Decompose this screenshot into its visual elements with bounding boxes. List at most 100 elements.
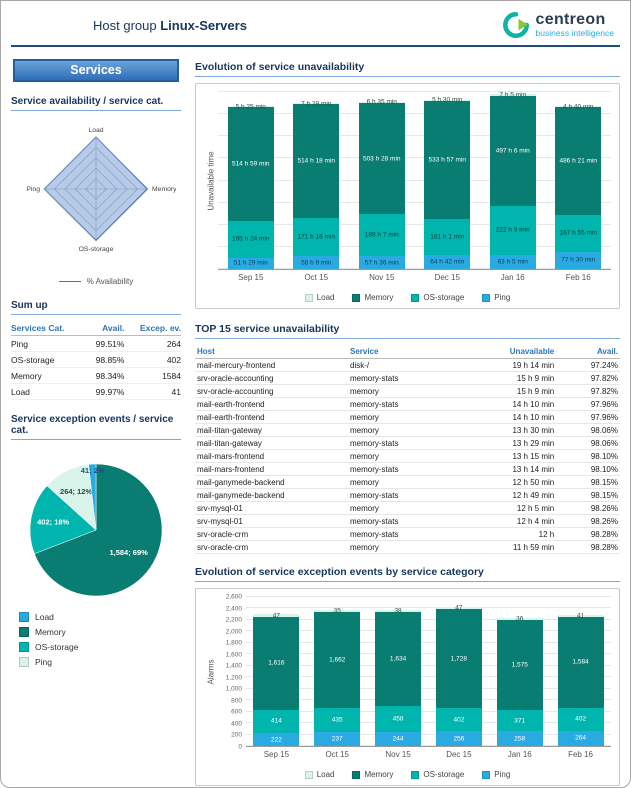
segment-value-label: 371 (514, 717, 526, 725)
unavailable-cell: 15 h 9 min (471, 384, 557, 398)
service-cell: memory-stats (348, 436, 472, 450)
y-tick: 2,600 (225, 593, 242, 601)
gridline (218, 201, 611, 203)
top15-section-title: TOP 15 service unavailability (195, 323, 620, 339)
host-cell: srv-oracle-accounting (195, 371, 348, 385)
table-row: mail-ganymede-backend memory 12 h 50 min 98… (195, 475, 620, 489)
exceptions-section-title: Service exception events / service cat. (11, 414, 181, 440)
gridline (246, 630, 611, 632)
avail-cell: 98.10% (556, 449, 620, 463)
top15-col-service: Service (348, 345, 472, 359)
stacked-bar-nov-15: 244 458 1,634 38 (375, 597, 422, 746)
pie-legend-label: Ping (35, 657, 53, 667)
gridline (246, 641, 611, 643)
segment-value-label: 5 h 25 min (235, 103, 266, 110)
unavailable-cell: 13 h 30 min (471, 423, 557, 437)
svg-text:OS-storage: OS-storage (79, 246, 114, 253)
stacked-bar-oct-15: 58 h 9 min 171 h 16 min 514 h 18 min 7 h 29… (293, 92, 340, 269)
top15-col-unavailable: Unavailable (471, 345, 557, 359)
service-cell: memory (348, 384, 472, 398)
table-row: srv-oracle-accounting memory-stats 15 h 9 … (195, 371, 620, 385)
segment-value-label: 414 (270, 717, 282, 725)
unavailability-y-axis-label: Unavailable time (206, 151, 216, 211)
stacked-bar-sep-15: 222 414 1,616 47 (253, 597, 300, 746)
legend-label: Ping (494, 770, 511, 779)
sumup-col-events: Excep. ev. (124, 321, 181, 336)
svg-text:41; 2%: 41; 2% (81, 466, 105, 475)
gridlines (218, 91, 611, 269)
os-storage-swatch (19, 642, 29, 652)
segment-value-label: 189 h 7 min (364, 231, 399, 239)
legend-item-os-storage: OS-storage (411, 770, 464, 779)
segment-ping: 77 h 30 min (555, 251, 602, 269)
legend-item-load: Load (304, 770, 335, 779)
centreon-logo-icon (502, 12, 529, 38)
segment-load: 5 h 25 min (227, 103, 274, 110)
gridline (246, 745, 611, 746)
segment-memory: 497 h 6 min (489, 95, 536, 206)
gridline (218, 113, 611, 115)
sumup-category: Ping (11, 335, 85, 352)
service-cell: memory-stats (348, 371, 472, 385)
gridline (246, 676, 611, 678)
radar-legend: % Availability (11, 277, 181, 286)
pie-legend-label: Load (35, 612, 54, 622)
segment-memory: 1,634 (375, 612, 422, 706)
segment-os-storage: 161 h 1 min (424, 219, 471, 255)
gridlines (246, 596, 611, 746)
segment-value-label: 6 h 35 min (366, 98, 397, 106)
legend-label: OS-storage (423, 770, 465, 779)
sumup-section-title: Sum up (11, 300, 181, 315)
segment-memory: 514 h 59 min (227, 107, 274, 222)
segment-value-label: 63 h 5 min (497, 258, 528, 266)
segment-value-label: 36 (516, 615, 524, 623)
segment-value-label: 1,662 (329, 656, 346, 664)
table-row: mail-mars-frontend memory-stats 13 h 14 mi… (195, 462, 620, 476)
segment-os-storage: 458 (375, 705, 422, 733)
legend-label: Load (316, 770, 335, 779)
table-row: srv-oracle-crm memory 11 h 59 min 98.28% (195, 540, 620, 554)
avail-cell: 97.24% (556, 358, 620, 372)
stacked-bar-dec-15: 64 h 42 min 161 h 1 min 533 h 57 min 5 h 30… (424, 92, 471, 269)
x-axis-label: Oct 15 (304, 273, 329, 282)
segment-value-label: 244 (392, 735, 404, 743)
segment-ping: 57 h 36 min (358, 256, 405, 269)
exception-chart-title: Evolution of service exception events by… (195, 566, 620, 582)
host-cell: srv-mysql-01 (195, 501, 348, 515)
segment-value-label: 64 h 42 min (430, 258, 465, 266)
x-axis-label: Nov 15 (369, 273, 395, 282)
x-axis-label: Dec 15 (446, 750, 472, 759)
segment-ping: 63 h 5 min (489, 255, 536, 269)
x-axis-label: Dec 15 (434, 273, 460, 282)
segment-load: 41 (557, 612, 604, 619)
radar-legend-label: % Availability (86, 277, 134, 286)
segment-value-label: 435 (331, 716, 343, 724)
avail-cell: 98.15% (556, 488, 620, 502)
unavailable-cell: 15 h 9 min (471, 371, 557, 385)
os-storage-swatch (411, 293, 420, 302)
y-tick: 1,800 (225, 639, 242, 647)
segment-ping: 222 (253, 733, 300, 746)
host-cell: mail-earth-frontend (195, 397, 348, 411)
avail-cell: 97.82% (556, 371, 620, 385)
legend-item-ping: Ping (482, 770, 510, 779)
gridline (246, 722, 611, 724)
avail-cell: 97.82% (556, 384, 620, 398)
segment-value-label: 503 h 28 min (362, 155, 401, 163)
segment-value-label: 47 (272, 612, 281, 620)
segment-value-label: 514 h 59 min (231, 160, 270, 168)
segment-memory: 1,662 (314, 612, 361, 708)
segment-ping: 256 (435, 731, 482, 746)
service-cell: memory (348, 410, 472, 424)
segment-memory: 1,584 (557, 617, 604, 708)
x-axis-label: Feb 16 (568, 750, 593, 759)
segment-value-label: 1,575 (511, 661, 528, 669)
segment-os-storage: 189 h 7 min (358, 214, 405, 257)
unavailable-cell: 12 h 49 min (471, 488, 557, 502)
legend-label: OS-storage (423, 293, 465, 302)
sumup-avail: 99.51% (84, 335, 125, 352)
exception-chart-legend: Load Memory OS-storage Ping (204, 764, 611, 782)
segment-load: 38 (375, 608, 422, 615)
segment-value-label: 4 h 40 min (563, 103, 594, 111)
service-cell: memory-stats (348, 397, 472, 411)
